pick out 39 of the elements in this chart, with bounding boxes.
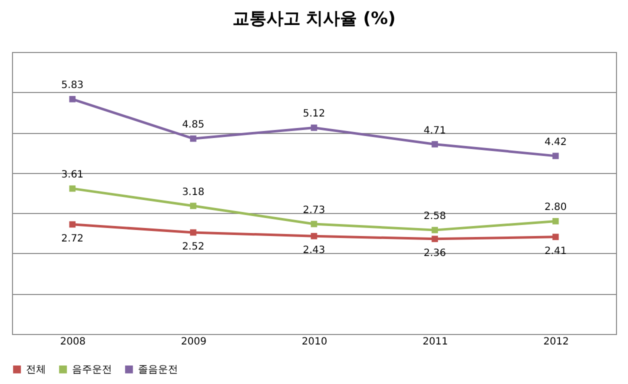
data-label: 2.52 [182,241,204,252]
data-label: 2.58 [424,211,446,222]
data-label: 4.42 [544,136,567,148]
x-tick-label: 2012 [543,336,569,348]
x-tick-label: 2008 [60,336,86,348]
data-label: 5.12 [302,108,326,120]
data-label: 2.36 [424,248,446,259]
point [190,229,196,236]
point [552,234,559,240]
point [310,124,318,131]
point [69,185,76,192]
point [552,218,559,224]
legend-label: 졸음운전 [138,364,178,376]
data-label: 4.71 [424,125,446,136]
data-label: 2.80 [544,202,567,214]
point [190,135,196,142]
data-label: 2.73 [302,205,326,216]
legend-label: 음주운전 [72,364,112,376]
x-tick-label: 2010 [302,336,328,348]
data-label: 3.61 [61,170,84,181]
x-tick-label: 2009 [180,336,206,348]
data-label: 3.18 [182,186,204,198]
point [69,221,76,228]
data-label: 4.85 [182,120,204,131]
point [310,220,318,228]
point [552,152,559,160]
point [190,202,196,210]
legend-label: 전체 [26,364,46,376]
point [69,96,76,102]
data-label: 2.72 [61,233,84,244]
x-tick-label: 2011 [422,336,448,348]
point [432,226,438,234]
point [432,236,438,242]
chart-title: 교통사고 치사율 (%) [232,9,396,29]
data-label: 5.83 [61,80,84,92]
point [310,232,318,240]
data-label: 2.41 [544,246,567,257]
data-label: 2.43 [302,245,326,256]
point [432,141,438,148]
